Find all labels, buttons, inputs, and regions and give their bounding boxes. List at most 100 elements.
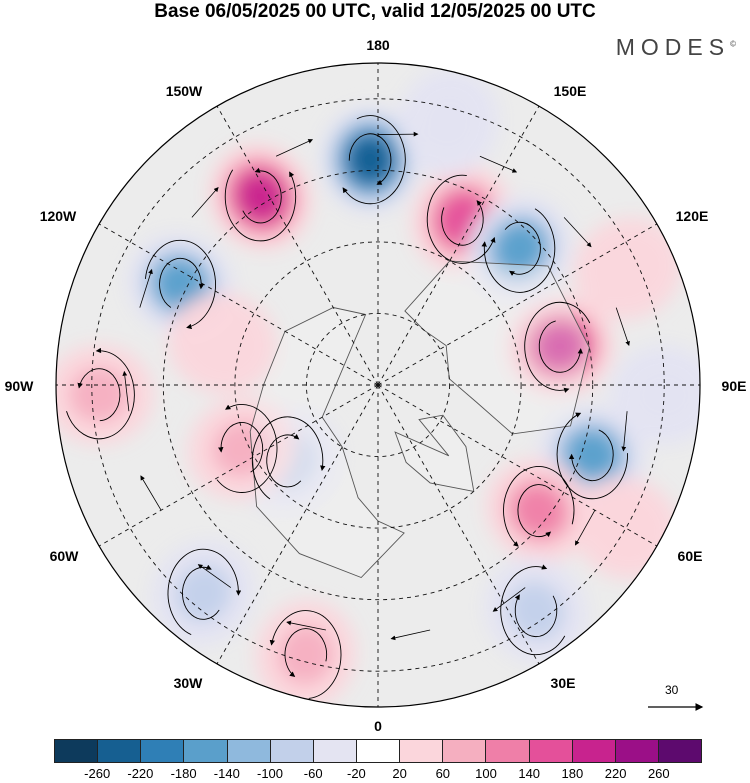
streamline bbox=[556, 412, 628, 500]
anomaly-center bbox=[320, 105, 421, 215]
registered-mark: © bbox=[730, 39, 736, 49]
colorbar-tick-label: -100 bbox=[256, 766, 284, 781]
streamline bbox=[224, 169, 297, 242]
anomaly-center bbox=[485, 458, 592, 563]
flow-arrow bbox=[390, 629, 431, 641]
map-title: Base 06/05/2025 00 UTC, valid 12/05/2025… bbox=[154, 1, 596, 22]
streamline bbox=[524, 301, 591, 393]
streamline bbox=[167, 548, 242, 636]
brand-text: MODES bbox=[615, 34, 731, 60]
flow-arrow bbox=[377, 131, 419, 137]
colorbar-tick-label: -220 bbox=[127, 766, 154, 781]
flow-arrow bbox=[492, 587, 526, 612]
map-disc bbox=[56, 63, 700, 707]
map-border bbox=[55, 62, 701, 708]
colorbar-tick-label: -180 bbox=[170, 766, 197, 781]
lon-label-60e: 60E bbox=[678, 548, 703, 564]
colorbar-swatch bbox=[400, 740, 444, 762]
reference-vector-label: 30 bbox=[665, 683, 679, 697]
flow-arrow bbox=[479, 155, 518, 173]
colorbar-swatch bbox=[184, 740, 228, 762]
anomaly-center bbox=[573, 217, 682, 320]
lon-label-120e: 120E bbox=[676, 208, 709, 224]
flow-arrow bbox=[563, 217, 592, 248]
lon-label-60w: 60W bbox=[50, 548, 80, 564]
anomaly-center bbox=[151, 540, 256, 647]
streamline bbox=[348, 133, 392, 185]
colorbar-tick-label: -260 bbox=[84, 766, 111, 781]
streamline bbox=[77, 368, 121, 422]
streamline bbox=[144, 239, 216, 330]
streamline bbox=[500, 564, 566, 656]
lon-label-30e: 30E bbox=[551, 675, 576, 691]
latitude-circle bbox=[162, 169, 594, 601]
latitude-circle bbox=[91, 98, 665, 672]
colorbar-tick-label: 180 bbox=[561, 766, 584, 781]
streamline bbox=[251, 416, 326, 500]
colorbar-tick-label: 100 bbox=[475, 766, 497, 781]
anomaly-blobs bbox=[56, 68, 700, 707]
colorbar bbox=[54, 739, 702, 763]
streamline bbox=[216, 404, 278, 493]
colorbar-tick-label: -140 bbox=[213, 766, 240, 781]
flow-arrow bbox=[140, 475, 162, 511]
colorbar-swatch bbox=[658, 740, 702, 762]
meridian-line bbox=[216, 384, 379, 665]
flow-arrow bbox=[191, 186, 219, 218]
graticule bbox=[56, 63, 700, 707]
meridian-line bbox=[377, 384, 658, 547]
anomaly-center bbox=[467, 196, 573, 301]
lon-label-150w: 150W bbox=[166, 83, 203, 99]
lon-label-120w: 120W bbox=[40, 208, 77, 224]
streamline bbox=[242, 167, 282, 224]
anomaly-field bbox=[56, 68, 700, 707]
colorbar-swatch bbox=[141, 740, 185, 762]
lon-label-90e: 90E bbox=[722, 378, 747, 394]
streamline bbox=[342, 115, 406, 205]
streamline bbox=[426, 174, 496, 264]
lon-label-0: 0 bbox=[374, 718, 382, 734]
flow-arrow bbox=[575, 510, 596, 546]
streamline bbox=[441, 200, 484, 246]
anomaly-center bbox=[398, 68, 499, 177]
streamline bbox=[568, 429, 614, 482]
streamline bbox=[504, 221, 541, 276]
streamline bbox=[159, 257, 205, 308]
lon-label-90w: 90W bbox=[5, 378, 35, 394]
latitude-circle bbox=[305, 312, 451, 458]
coastlines bbox=[249, 260, 590, 579]
anomaly-center bbox=[187, 397, 296, 500]
anomaly-center bbox=[56, 344, 154, 445]
latitude-circle bbox=[234, 241, 522, 529]
colorbar-swatch bbox=[313, 740, 357, 762]
colorbar-tick-label: -20 bbox=[346, 766, 366, 781]
flow-arrow bbox=[197, 564, 232, 588]
colorbar-swatch bbox=[486, 740, 530, 762]
colorbar-swatch bbox=[270, 740, 314, 762]
colorbar-swatch bbox=[529, 740, 573, 762]
meridian-line bbox=[377, 105, 540, 386]
meridian-line bbox=[216, 105, 379, 386]
colorbar-swatch bbox=[615, 740, 659, 762]
flow-arrow bbox=[615, 307, 630, 347]
colorbar-swatch bbox=[55, 740, 99, 762]
colorbar-labels: -260 -220 -180 -140 -100 -60 -20 20 60 100 140 180 2… bbox=[0, 766, 750, 783]
streamline bbox=[538, 320, 584, 373]
colorbar-tick-label: 260 bbox=[647, 766, 670, 781]
colorbar-tick-label: 220 bbox=[604, 766, 627, 781]
streamline bbox=[66, 347, 135, 440]
colorbar-tick-label: 20 bbox=[392, 766, 407, 781]
anomaly-center bbox=[168, 292, 277, 394]
anomaly-center bbox=[209, 143, 312, 251]
colorbar-swatch bbox=[356, 740, 401, 762]
colorbar-swatch bbox=[98, 740, 142, 762]
streamline bbox=[284, 628, 328, 677]
colorbar-tick-label: 60 bbox=[435, 766, 451, 781]
meridian-line bbox=[377, 384, 540, 665]
streamline bbox=[481, 208, 556, 293]
flow-arrow bbox=[275, 139, 314, 157]
lon-label-150e: 150E bbox=[554, 83, 587, 99]
streamline bbox=[517, 484, 552, 538]
anomaly-center bbox=[484, 557, 588, 664]
meridian-line bbox=[98, 223, 379, 386]
